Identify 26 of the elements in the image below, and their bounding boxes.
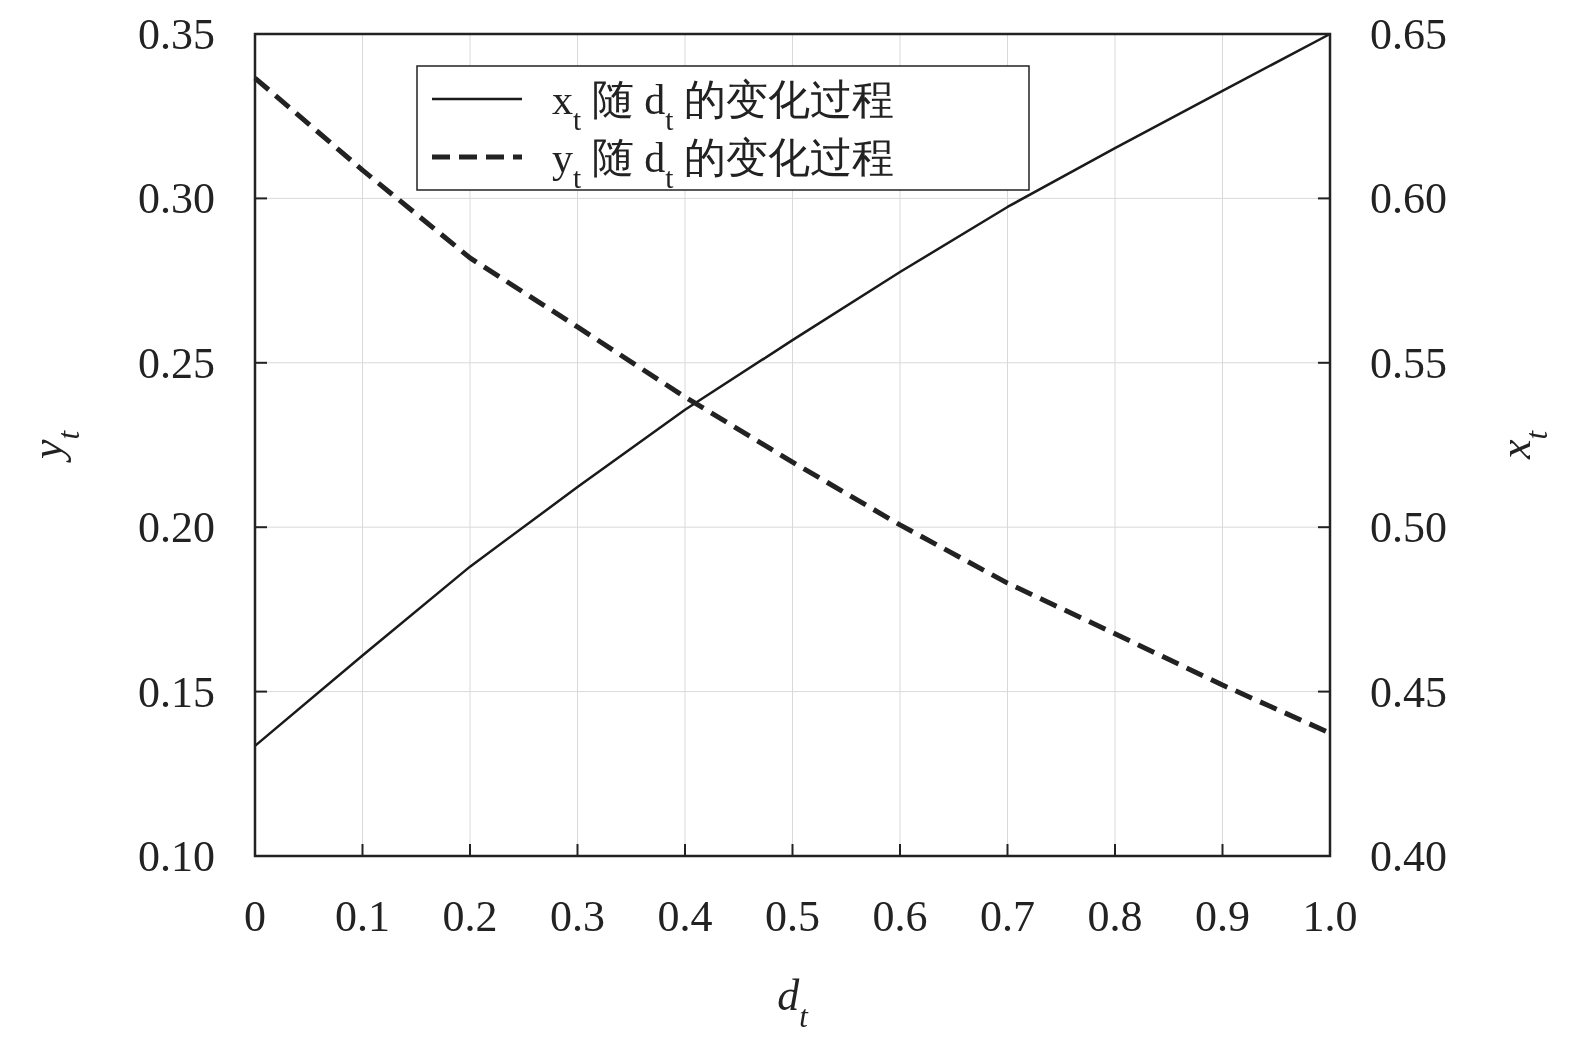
y2-tick-label: 0.40: [1370, 832, 1447, 881]
x-tick-label: 0.8: [1087, 892, 1143, 941]
x-tick-label: 0.6: [872, 892, 928, 941]
x-tick-label: 1.0: [1302, 892, 1358, 941]
legend-label: x$_{t}$ 随 d$_{t}$ 的变化过程: [552, 77, 894, 136]
x-axis-title: d$_{t}$: [777, 971, 810, 1034]
y2-tick-label: 0.55: [1370, 338, 1447, 388]
y2-tick-label: 0.60: [1370, 174, 1447, 224]
x-tick-label: 0.9: [1195, 892, 1250, 941]
x-tick-label: 0.7: [980, 892, 1035, 941]
x-tick-label: 0: [244, 892, 266, 941]
x-tick-label: 0.5: [765, 892, 820, 941]
y2-tick-label: 0.65: [1370, 10, 1447, 59]
y2-tick-label: 0.50: [1370, 503, 1447, 553]
y-tick-label: 0.30: [138, 174, 215, 224]
x-tick-label: 0.4: [657, 892, 713, 941]
y-tick-label: 0.10: [138, 832, 215, 881]
y-tick-label: 0.20: [138, 503, 215, 553]
y-tick-label: 0.25: [138, 338, 215, 388]
y2-tick-label: 0.45: [1370, 667, 1447, 717]
y-tick-label: 0.15: [138, 667, 215, 717]
x-tick-label: 0.2: [442, 892, 498, 941]
y-tick-label: 0.35: [138, 10, 215, 59]
x-tick-label: 0.1: [335, 892, 390, 941]
x-tick-label: 0.3: [550, 892, 605, 941]
legend-label: y$_{t}$ 随 d$_{t}$ 的变化过程: [552, 135, 894, 194]
